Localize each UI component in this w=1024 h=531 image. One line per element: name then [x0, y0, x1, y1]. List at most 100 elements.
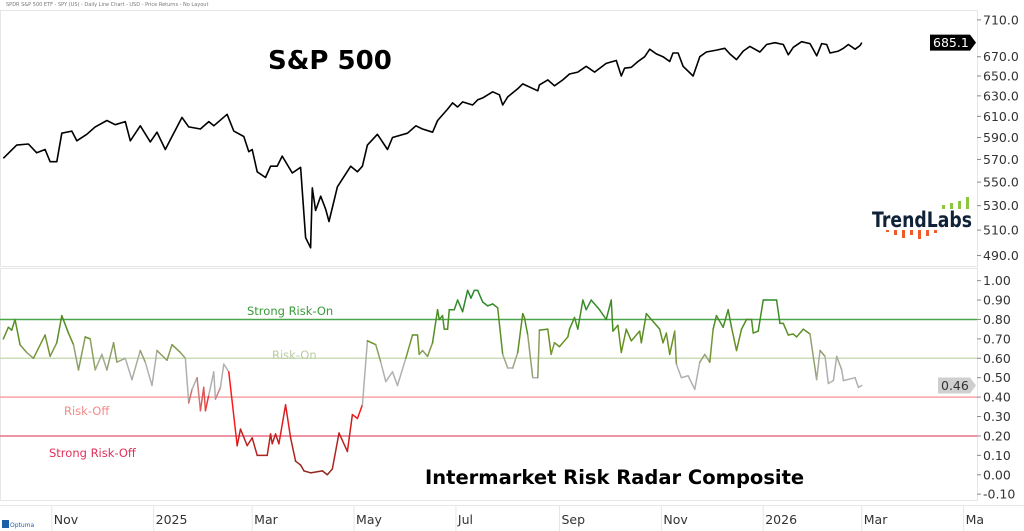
composite-segment: [787, 333, 795, 336]
composite-segment: [715, 314, 724, 328]
composite-segment: [491, 303, 499, 309]
composite-chart-title: Intermarket Risk Radar Composite: [425, 466, 804, 489]
y-tick-label: 0.90: [983, 293, 1011, 308]
composite-segment: [72, 343, 80, 371]
composite-segment: [171, 343, 182, 354]
composite-segment: [665, 332, 671, 356]
composite-last-value-badge: [938, 377, 976, 394]
composite-last-value: 0.46: [941, 378, 969, 393]
price-chart-title: S&P 500: [268, 46, 392, 76]
price-last-value: 685.1: [933, 35, 969, 50]
composite-segment: [567, 328, 571, 338]
composite-segment: [166, 343, 173, 361]
price-last-value-badge: [930, 34, 976, 51]
level-label: Strong Risk-On: [247, 304, 333, 318]
composite-segment: [526, 334, 534, 379]
composite-segment: [727, 309, 733, 328]
composite-segment: [585, 299, 592, 311]
composite-segment: [550, 342, 556, 356]
composite-segment: [658, 328, 664, 344]
composite-segment: [191, 376, 198, 391]
composite-segment: [782, 322, 790, 336]
composite-segment: [375, 343, 382, 363]
y-tick-label: 490.0: [983, 248, 1019, 263]
composite-segment: [61, 314, 70, 334]
composite-segment: [709, 328, 714, 363]
composite-segment: [246, 437, 253, 447]
y-tick-label: 550.0: [983, 175, 1019, 190]
composite-segment: [699, 353, 706, 363]
composite-segment: [605, 299, 613, 321]
composite-segment: [842, 376, 856, 382]
composite-segment: [441, 314, 445, 330]
x-tick-label: 2026: [765, 512, 797, 527]
composite-segment: [453, 299, 459, 311]
x-tick-label: Ma: [966, 512, 984, 527]
composite-segment: [25, 351, 35, 360]
composite-segment: [461, 289, 469, 313]
composite-segment: [824, 355, 830, 385]
composite-segment: [184, 357, 190, 404]
composite-segment: [236, 428, 242, 447]
composite-segment: [391, 371, 399, 387]
composite-segment: [2, 326, 10, 340]
composite-segment: [284, 404, 292, 439]
composite-segment: [436, 309, 440, 321]
composite-segment: [204, 394, 210, 412]
composite-segment: [730, 326, 738, 352]
composite-segment: [827, 379, 835, 385]
y-tick-label: 590.0: [983, 130, 1019, 145]
x-tick-label: Nov: [663, 512, 688, 527]
composite-segment: [346, 413, 354, 453]
x-tick-label: Sep: [561, 512, 585, 527]
risk-levels: Strong Risk-On Risk-On Risk-Off Strong Risk…: [0, 304, 977, 460]
y-tick-label: 0.80: [983, 312, 1011, 327]
composite-segment: [356, 404, 364, 420]
composite-segment: [187, 388, 193, 404]
composite-segment: [421, 349, 429, 358]
composite-segment: [179, 351, 187, 360]
composite-segment: [274, 433, 280, 445]
y-tick-label: 530.0: [983, 198, 1019, 213]
composite-segment: [740, 318, 748, 330]
composite-segment: [228, 371, 238, 447]
composite-segment: [470, 289, 476, 299]
composite-segment: [89, 338, 96, 371]
sp500-price-line: [2, 40, 863, 249]
composite-segment: [151, 349, 158, 387]
trendlabs-logo: TrendLabs: [872, 197, 972, 239]
composite-segment: [835, 355, 843, 371]
composite-segment: [269, 433, 273, 445]
composite-segment: [750, 318, 754, 334]
composite-segment: [426, 342, 434, 358]
composite-segment: [802, 328, 811, 335]
sp500-line-path: [2, 40, 863, 249]
composite-segment: [712, 314, 718, 330]
composite-segment: [416, 334, 420, 356]
composite-segment: [501, 353, 509, 369]
composite-segment: [56, 314, 63, 344]
y-tick-label: 510.0: [983, 223, 1019, 238]
date-x-axis[interactable]: Nov 2025 Mar May Jul Sep Nov 2026 Mar Ma: [51, 505, 984, 531]
x-tick-label: May: [356, 512, 382, 527]
y-tick-label: -0.10: [983, 487, 1015, 502]
level-label: Strong Risk-Off: [49, 446, 137, 460]
composite-segment: [722, 309, 729, 328]
composite-segment: [396, 357, 407, 387]
composite-segment: [67, 332, 75, 346]
composite-segment: [77, 336, 86, 371]
composite-segment: [840, 369, 845, 382]
x-tick-label: Mar: [864, 512, 888, 527]
composite-segment: [309, 470, 324, 474]
composite-segment: [208, 371, 215, 396]
composite-segment: [219, 363, 225, 389]
composite-segment: [476, 289, 484, 303]
optuma-logo-text: Optuma: [10, 522, 35, 529]
y-tick-label: 0.60: [983, 351, 1011, 366]
composite-segment: [223, 363, 230, 373]
composite-segment: [650, 318, 661, 330]
composite-panel-frame: [0, 268, 978, 501]
y-tick-label: 0.40: [983, 390, 1011, 405]
composite-segment: [19, 343, 28, 354]
